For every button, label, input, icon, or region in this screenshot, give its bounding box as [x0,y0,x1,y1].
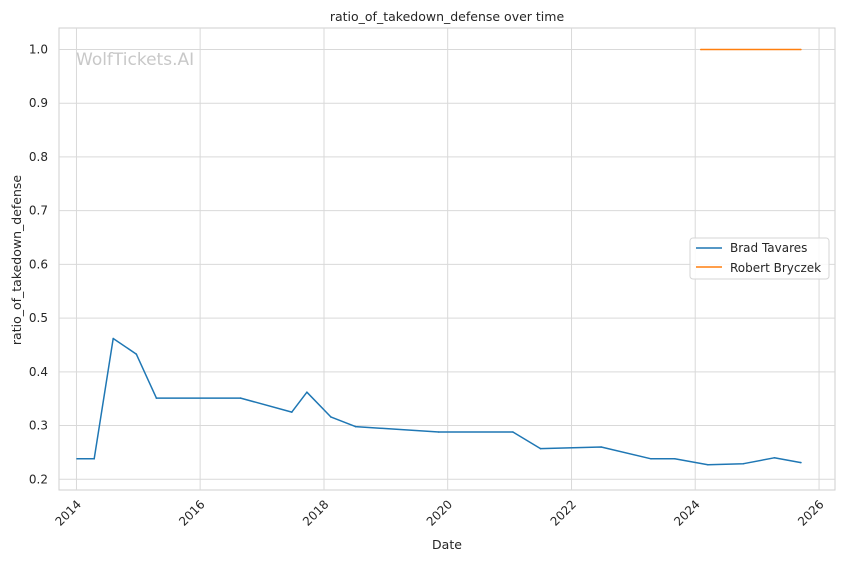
data-point-0-5 [239,397,242,399]
data-point-0-16 [707,464,709,466]
y-tick-label: 0.9 [29,96,48,110]
x-tick-label: 2026 [795,497,826,528]
series-lines [76,48,802,466]
data-point-0-11 [512,431,514,433]
x-tick-label: 2020 [424,497,455,528]
data-point-0-10 [437,431,440,433]
series-line-0 [77,337,802,466]
data-point-0-1 [93,458,95,460]
data-point-0-14 [650,458,652,460]
data-point-0-12 [539,447,542,450]
y-tick-label: 0.6 [29,257,48,271]
y-tick-label: 0.8 [29,150,48,164]
x-tick-label: 2014 [52,497,83,528]
data-point-0-19 [800,461,802,464]
data-point-0-9 [354,425,357,428]
data-point-0-4 [155,397,158,399]
data-point-0-2 [112,337,114,340]
legend: Brad Tavares Robert Bryczek [689,237,830,280]
data-point-0-0 [76,458,78,460]
data-point-0-7 [306,391,308,394]
y-tick-label: 0.2 [29,472,48,486]
y-tick-label: 0.5 [29,311,48,325]
data-point-0-15 [673,458,676,460]
x-tick-label: 2018 [300,497,331,528]
data-point-0-13 [600,446,602,448]
legend-label-robert-bryczek: Robert Bryczek [730,261,821,275]
legend-label-brad-tavares: Brad Tavares [730,241,807,255]
x-tick-label: 2022 [548,497,579,528]
data-point-1-0 [700,48,702,51]
data-point-0-6 [291,411,293,413]
y-tick-label: 0.3 [29,419,48,433]
y-tick-label: 0.4 [29,365,48,379]
x-tick-label: 2024 [671,497,702,528]
chart-title: ratio_of_takedown_defense over time [330,9,565,24]
y-axis-label: ratio_of_takedown_defense [9,175,24,346]
legend-box [689,237,830,280]
y-tick-label: 1.0 [29,42,48,56]
watermark: WolfTickets.AI [76,50,194,70]
data-point-1-1 [800,48,802,51]
data-point-0-3 [135,353,138,355]
x-tick-label: 2016 [176,497,207,528]
y-axis-ticks: 0.2 0.3 0.4 0.5 0.6 0.7 0.8 0.9 1.0 [29,42,48,486]
data-point-0-8 [330,416,332,418]
x-axis-ticks: 2014 2016 2018 2020 2022 2024 2026 [52,497,826,528]
x-axis-label: Date [432,537,462,552]
data-point-0-18 [773,457,776,459]
data-point-0-17 [742,462,745,465]
y-tick-label: 0.7 [29,204,48,218]
